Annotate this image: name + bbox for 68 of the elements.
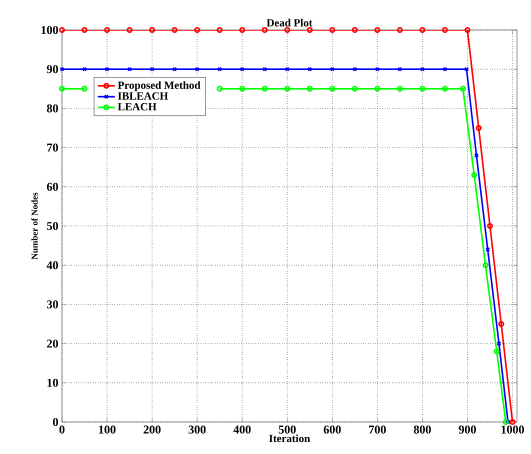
point [284,66,290,72]
point [442,86,448,92]
y-tick-label: 40 [46,261,58,270]
point [374,86,380,92]
point [104,27,110,33]
x-tick-label: 1000 [502,426,524,434]
y-axis-title: Number of Nodes [31,192,38,260]
y-tick-label: 80 [46,104,58,112]
x-tick-label: 700 [369,426,386,434]
point [486,223,493,229]
x-tick-label: 500 [278,426,296,434]
point [476,125,482,131]
point [396,86,403,92]
point [464,27,470,33]
point [262,66,268,72]
point [471,172,478,178]
point [216,86,223,92]
point [352,86,358,92]
y-tick-label: 50 [47,222,58,230]
point [329,86,336,92]
y-tick-label: 70 [47,144,58,152]
y-tick-label: 100 [42,26,58,34]
point [482,262,488,268]
x-tick-label: 800 [414,426,431,434]
x-axis-title: Iteration [269,434,310,442]
point [149,27,156,33]
point [352,27,358,33]
point [374,27,380,33]
point [494,348,500,354]
legend-label: LEACH [118,103,156,110]
x-tick-label: 300 [188,426,206,434]
point [396,27,403,33]
point [307,66,312,72]
point [306,27,313,33]
point [126,27,133,33]
point [306,86,313,92]
legend-label: IBLEACH [118,92,168,100]
point [419,27,426,33]
point [460,86,466,92]
point [498,321,504,327]
point [194,27,200,33]
y-tick-label: 60 [46,182,58,191]
point [262,27,268,33]
y-tick-label: 20 [47,340,58,348]
x-tick-label: 600 [324,426,341,434]
chart-title: Dead Plot [266,18,312,26]
point [239,27,246,33]
point [419,86,426,92]
point [262,86,268,92]
y-tick-label: 0 [52,418,58,426]
point [239,86,246,92]
x-tick-label: 0 [59,426,65,434]
x-tick-label: 400 [233,426,251,434]
point [329,27,336,33]
point [216,27,223,33]
x-tick-label: 200 [144,426,161,434]
legend-label: Proposed Method [118,81,200,92]
point [442,27,448,33]
y-tick-label: 10 [47,378,58,387]
x-tick-label: 100 [99,426,116,434]
point [284,86,290,92]
y-tick-label: 30 [46,300,58,308]
point [82,86,88,92]
y-tick-label: 90 [46,65,58,74]
point [172,27,178,33]
x-tick-label: 900 [458,426,476,434]
point [82,27,88,33]
point [284,27,290,33]
